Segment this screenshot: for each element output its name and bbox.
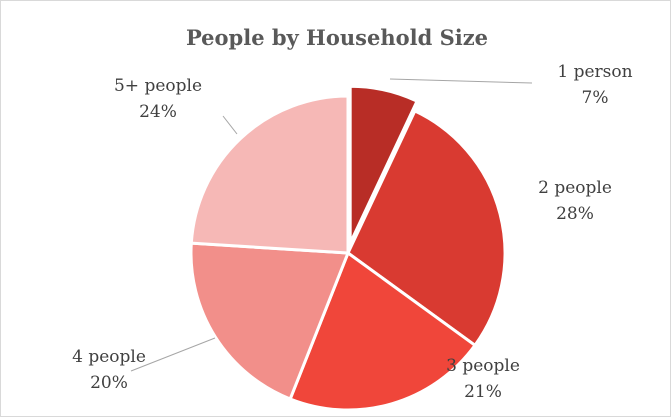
label-category-4-people: 4 people	[72, 347, 146, 367]
label-value-3-people: 21%	[464, 382, 502, 402]
label-value-5plus-people: 24%	[139, 102, 177, 122]
chart-title: People by Household Size	[186, 25, 488, 50]
label-category-1-person: 1 person	[557, 62, 632, 82]
slice-5plus-people	[189, 94, 350, 255]
slice-2-people	[346, 109, 507, 347]
slice-3-people	[288, 251, 477, 412]
label-category-3-people: 3 people	[446, 356, 520, 376]
label-value-1-person: 7%	[582, 88, 609, 108]
leader-line-5plus-people	[222, 115, 238, 135]
leader-line-4-people	[130, 337, 216, 372]
data-labels: 1 person 7% 2 people 28% 3 people 21% 4 people…	[72, 62, 633, 402]
leader-lines	[130, 78, 533, 372]
label-category-2-people: 2 people	[538, 178, 612, 198]
pie-slices	[189, 84, 507, 412]
label-value-4-people: 20%	[90, 373, 128, 393]
leader-line-1-person	[389, 78, 533, 84]
label-value-2-people: 28%	[556, 204, 594, 224]
slice-4-people	[189, 241, 350, 401]
label-category-5plus-people: 5+ people	[114, 76, 202, 96]
slice-1-person	[348, 84, 419, 245]
